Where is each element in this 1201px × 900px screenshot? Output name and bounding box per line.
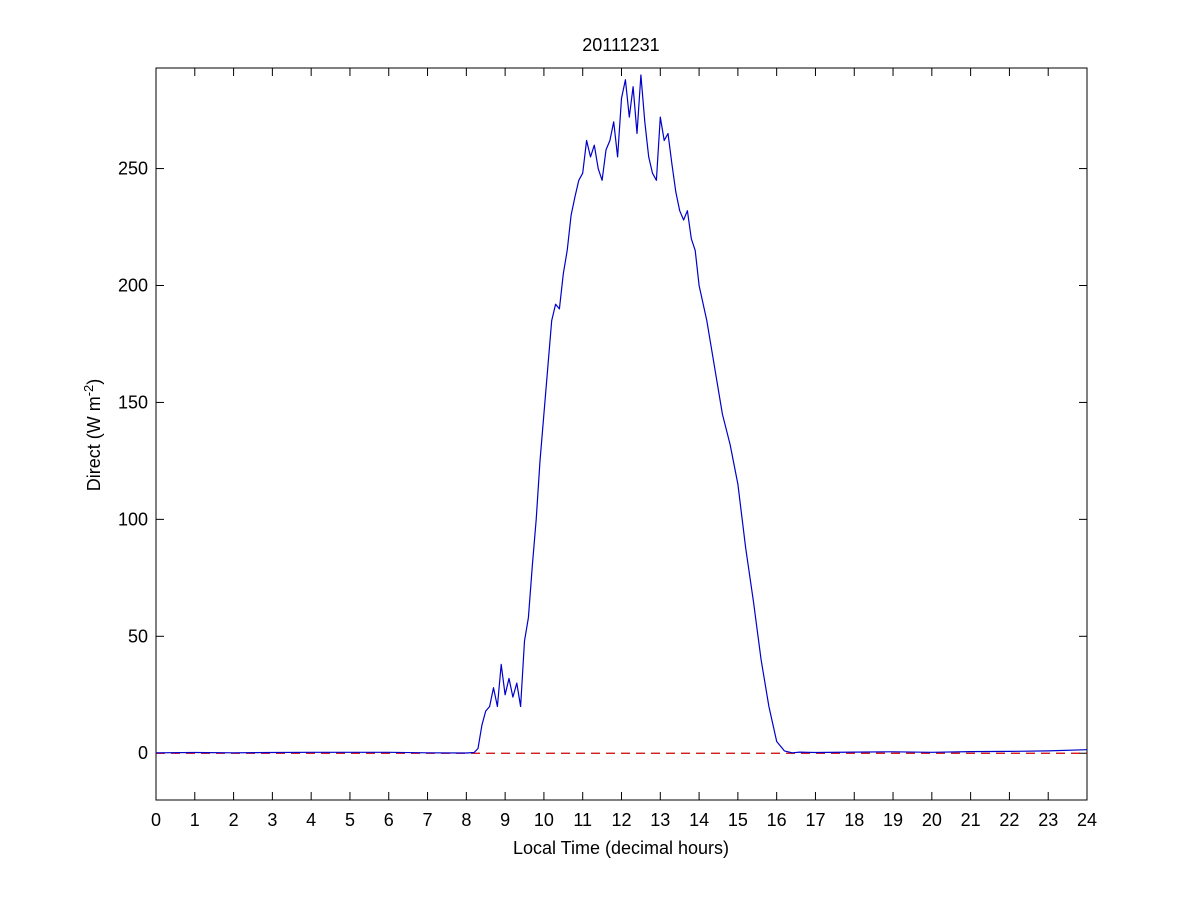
axes-box: [155, 67, 1088, 801]
x-tick-label: 18: [844, 810, 864, 830]
x-tick-label: 14: [689, 810, 709, 830]
y-tick-label: 0: [138, 743, 148, 763]
x-tick-label: 4: [306, 810, 316, 830]
y-tick-label: 200: [118, 275, 148, 295]
x-tick-label: 10: [534, 810, 554, 830]
x-tick-label: 19: [883, 810, 903, 830]
x-tick-label: 20: [922, 810, 942, 830]
y-tick-label: 150: [118, 392, 148, 412]
x-tick-label: 3: [267, 810, 277, 830]
chart-title: 20111231: [582, 35, 659, 55]
x-tick-label: 0: [151, 810, 161, 830]
x-tick-label: 24: [1077, 810, 1097, 830]
x-tick-label: 23: [1038, 810, 1058, 830]
y-tick-label: 50: [128, 626, 148, 646]
x-tick-label: 7: [423, 810, 433, 830]
y-ticks: 0 50 100 150 200 250: [118, 159, 1087, 763]
x-tick-label: 16: [767, 810, 787, 830]
x-tick-label: 15: [728, 810, 748, 830]
y-tick-label: 250: [118, 159, 148, 179]
y-axis-label-superscript: -2: [81, 385, 96, 397]
x-axis-label: Local Time (decimal hours): [513, 838, 729, 858]
x-tick-label: 21: [961, 810, 981, 830]
x-tick-label: 6: [384, 810, 394, 830]
x-tick-label: 2: [229, 810, 239, 830]
x-tick-label: 5: [345, 810, 355, 830]
x-tick-label: 17: [805, 810, 825, 830]
direct-series-line: [155, 74, 1088, 754]
x-tick-label: 12: [611, 810, 631, 830]
y-axis-label: Direct (W m-2): [81, 379, 104, 492]
x-ticks: 0 1 2 3 4 5 6 7 8 9 10 11 12 13 14 15 16 17 18 19 20 21 22 23 24: [151, 68, 1097, 830]
x-tick-label: 11: [573, 810, 592, 830]
y-tick-label: 100: [118, 509, 148, 529]
y-axis-label-prefix: Direct (W m: [84, 396, 104, 491]
x-tick-label: 22: [999, 810, 1019, 830]
x-tick-label: 9: [500, 810, 510, 830]
x-tick-label: 13: [650, 810, 670, 830]
plot-area: [155, 67, 1088, 801]
y-axis-label-suffix: ): [84, 379, 104, 385]
x-tick-label: 8: [461, 810, 471, 830]
x-tick-label: 1: [190, 810, 200, 830]
